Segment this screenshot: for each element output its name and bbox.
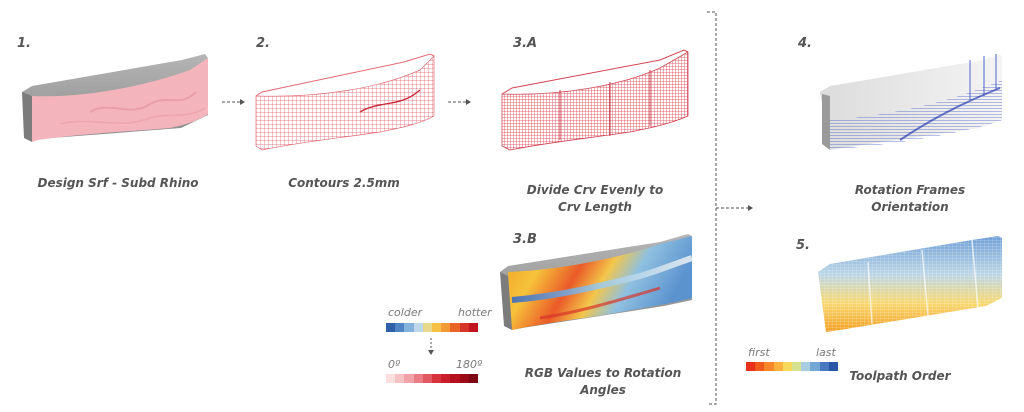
- legend-angle-swatch: [386, 374, 396, 383]
- legend-angle-swatch: [459, 374, 469, 383]
- legend-order-swatch: [828, 362, 839, 371]
- legend-temp-swatch: [441, 323, 451, 332]
- legend-angle-swatch: [404, 374, 414, 383]
- arrow-1-to-2: [222, 99, 245, 105]
- legend-order-swatch: [746, 362, 756, 371]
- legend-order-swatch: [810, 362, 820, 371]
- step-1-caption: Design Srf - Subd Rhino: [37, 176, 199, 190]
- legend-order-swatch: [782, 362, 793, 371]
- legend-temp-swatch: [422, 323, 433, 332]
- legend-order-swatch: [801, 362, 811, 371]
- arrow-2-to-3: [448, 99, 471, 105]
- legend-temp-swatch: [413, 323, 423, 332]
- divide-curves-model: [501, 49, 689, 151]
- contours-model: [255, 53, 435, 151]
- legend-angle-right: 180º: [456, 358, 483, 371]
- legend-angle-swatch: [441, 374, 451, 383]
- step-2-caption: Contours 2.5mm: [288, 176, 400, 190]
- legend-temp-swatch: [432, 323, 442, 332]
- legend-angle-swatch: [432, 374, 442, 383]
- legend-angle-bar: [386, 374, 479, 383]
- legend-temp-swatch: [468, 323, 479, 332]
- legend-temp-swatch: [395, 323, 405, 332]
- step-2-number: 2.: [256, 36, 270, 51]
- legend-angle-swatch: [413, 374, 423, 383]
- legend-angle-left: 0º: [388, 358, 401, 371]
- step-5-caption: Toolpath Order: [849, 369, 951, 383]
- bracket-connector: [707, 11, 753, 405]
- rgb-heatmap-model: [500, 234, 693, 330]
- step-3b-caption: RGB Values to Rotation Angles: [524, 366, 682, 397]
- legend-order-swatch: [792, 362, 802, 371]
- legend-order-left: first: [748, 346, 770, 359]
- legend-temp-swatch: [386, 323, 396, 332]
- step-5-number: 5.: [796, 238, 810, 253]
- design-surface-model: [22, 54, 208, 142]
- legend-order-bar: [746, 362, 839, 371]
- legend-order-swatch: [819, 362, 829, 371]
- legend-angle-swatch: [450, 374, 460, 383]
- step-3b-number: 3.B: [513, 232, 537, 247]
- legend-temp-swatch: [404, 323, 414, 332]
- rotation-frames-model: [820, 54, 1002, 150]
- legend-temp-left: colder: [388, 306, 423, 319]
- step-3a-number: 3.A: [513, 36, 538, 51]
- legend-angle-swatch: [422, 374, 433, 383]
- legend-temp-right: hotter: [458, 306, 492, 319]
- toolpath-order-model: [818, 236, 1002, 332]
- step-3a-caption: Divide Crv Evenly to Crv Length: [526, 183, 664, 214]
- legend-order-swatch: [764, 362, 774, 371]
- step-4-number: 4.: [798, 36, 812, 51]
- legend-angle-swatch: [395, 374, 405, 383]
- step-1-number: 1.: [17, 36, 31, 51]
- step-4-caption: Rotation Frames Orientation: [854, 183, 966, 214]
- legend-temp-swatch: [459, 323, 469, 332]
- legend-order-swatch: [755, 362, 765, 371]
- legend-down-arrow: [428, 338, 434, 355]
- legend-order-right: last: [816, 346, 836, 359]
- legend-temp-bar: [386, 323, 479, 332]
- legend-angle-swatch: [468, 374, 479, 383]
- legend-order-swatch: [773, 362, 783, 371]
- legend-temp-swatch: [450, 323, 460, 332]
